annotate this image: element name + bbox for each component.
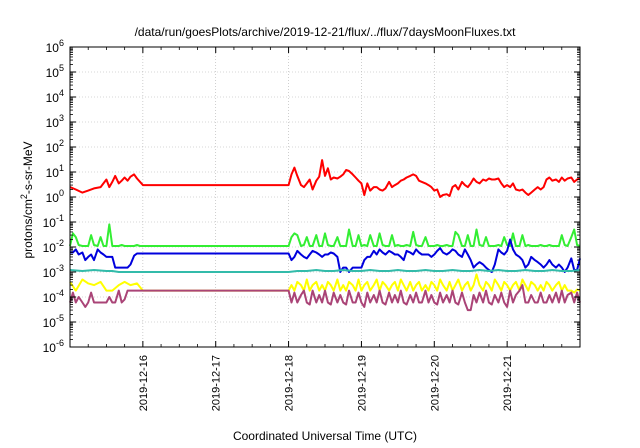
y-tick-label: 103: [46, 113, 64, 130]
x-tick-label: 2019-12-21: [502, 355, 514, 411]
y-tick-label: 10-5: [43, 313, 64, 330]
series-line-2: [69, 223, 581, 247]
series-lines: [69, 159, 581, 312]
y-tick-label: 10-6: [43, 338, 64, 355]
x-tick-label: 2019-12-17: [211, 355, 223, 411]
series-line-3: [70, 238, 581, 273]
y-tick-label: 100: [46, 188, 64, 205]
y-axis-ticks: 10-6 10-5 10-4 10-3 10-2 10-1 100 101 102 103 104 1…: [43, 38, 580, 355]
x-tick-label: 2019-12-16: [138, 355, 150, 411]
x-axis-label: Coordinated Universal Time (UTC): [233, 429, 417, 443]
y-tick-label: 101: [46, 163, 64, 180]
series-line-4: [69, 269, 581, 273]
y-tick-label: 105: [46, 63, 64, 80]
x-tick-label: 2019-12-19: [356, 355, 368, 411]
y-tick-label: 10-3: [43, 263, 64, 280]
y-tick-label: 10-2: [43, 238, 64, 255]
y-tick-label: 10-1: [43, 213, 64, 230]
y-tick-label: 10-4: [43, 288, 64, 305]
series-line-5: [69, 273, 581, 294]
x-tick-label: 2019-12-18: [284, 355, 296, 411]
y-tick-label: 104: [46, 88, 64, 105]
y-tick-label: 106: [46, 38, 64, 55]
x-tick-label: 2019-12-20: [429, 355, 441, 411]
series-line-6: [69, 284, 581, 312]
chart-title: /data/run/goesPlots/archive/2019-12-21/f…: [135, 25, 517, 39]
y-tick-label: 102: [46, 138, 64, 155]
series-line-1: [69, 159, 581, 198]
x-axis-ticks: 2019-12-16 2019-12-17 2019-12-18 2019-12-19…: [87, 47, 563, 411]
y-axis-label: protons/cm2-s-sr-MeV: [19, 141, 35, 258]
